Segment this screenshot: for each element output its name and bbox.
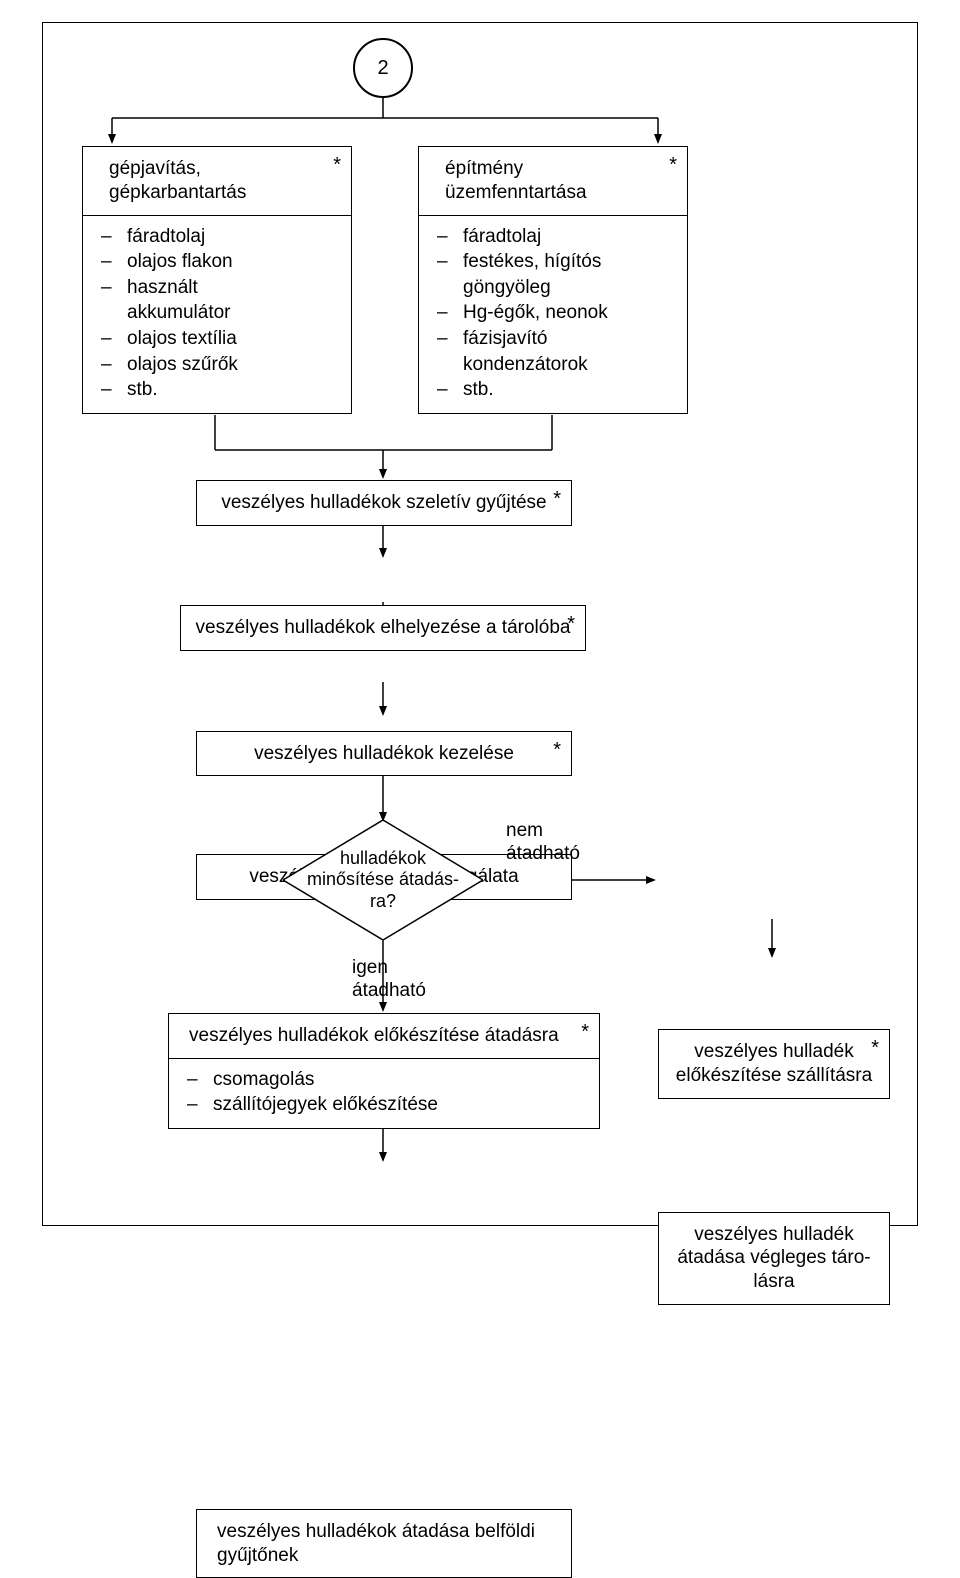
box-elokeszites-atadasra: veszélyes hulladékok előkészítése átadás… [168, 1013, 600, 1129]
step-kezeles: veszélyes hulladékok kezelése * [196, 731, 572, 777]
box-gepjavitas-title: gépjavítás,gépkarbantartás * [83, 147, 351, 216]
box-epitmeny: építményüzemfenntartása * fáradtolajfest… [418, 146, 688, 414]
asterisk: * [553, 487, 561, 512]
decision-minosites: hulladékokminősítése átadás-ra? [283, 820, 483, 940]
step-elhelyezes-taroloba: veszélyes hulladékok elhelyezése a tárol… [180, 605, 586, 651]
list-item: stb. [105, 377, 337, 403]
list-item: festékes, hígítós [441, 249, 673, 275]
list-item: göngyöleg [441, 275, 673, 301]
list-item: szállítójegyek előkészítése [191, 1092, 585, 1118]
asterisk: * [333, 153, 341, 178]
connector-circle-label: 2 [377, 57, 388, 80]
label-igen-atadhato: igenátadható [352, 957, 426, 1003]
asterisk: * [669, 153, 677, 178]
box-epitmeny-body: fáradtolajfestékes, hígítósgöngyölegHg-é… [419, 216, 687, 413]
box-gepjavitas-body: fáradtolajolajos flakonhasználtakkumulát… [83, 216, 351, 413]
list-item: olajos flakon [105, 249, 337, 275]
box-elokeszites-szallitasra: veszélyes hulladékelőkészítése szállítás… [658, 1029, 890, 1099]
list-item: olajos szűrők [105, 352, 337, 378]
list-item: olajos textília [105, 326, 337, 352]
asterisk: * [567, 612, 575, 637]
box-epitmeny-title: építményüzemfenntartása * [419, 147, 687, 216]
connector-circle-2: 2 [353, 38, 413, 98]
list-item: stb. [441, 377, 673, 403]
list-item: kondenzátorok [441, 352, 673, 378]
asterisk: * [871, 1036, 879, 1061]
box-gepjavitas: gépjavítás,gépkarbantartás * fáradtolajo… [82, 146, 352, 414]
list-item: Hg-égők, neonok [441, 300, 673, 326]
box-atadasa-belfoldi-gyujtonek: veszélyes hulladékok átadása belföldigyű… [196, 1509, 572, 1578]
label-nem-atadhato: nemátadható [506, 820, 580, 866]
asterisk: * [553, 738, 561, 763]
list-item: használt [105, 275, 337, 301]
box-elokeszites-atadasra-title: veszélyes hulladékok előkészítése átadás… [169, 1014, 599, 1059]
list-item: fázisjavító [441, 326, 673, 352]
asterisk: * [581, 1020, 589, 1045]
list-item: fáradtolaj [105, 224, 337, 250]
list-item: csomagolás [191, 1067, 585, 1093]
box-atadasa-vegleges-tarolasra: veszélyes hulladékátadása végleges táro-… [658, 1212, 890, 1305]
decision-text: hulladékokminősítése átadás-ra? [283, 820, 483, 940]
box-elokeszites-atadasra-body: csomagolásszállítójegyek előkészítése [169, 1059, 599, 1128]
step-szelektiv-gyujtes: veszélyes hulladékok szeletív gyűjtése * [196, 480, 572, 526]
list-item: akkumulátor [105, 300, 337, 326]
list-item: fáradtolaj [441, 224, 673, 250]
